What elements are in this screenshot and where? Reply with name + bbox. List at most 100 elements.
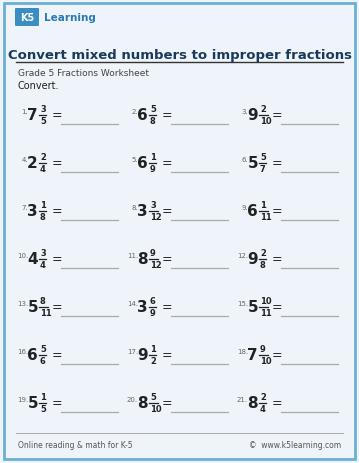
Text: ©  www.k5learning.com: © www.k5learning.com	[249, 441, 341, 450]
Text: 3: 3	[150, 201, 156, 210]
Text: =: =	[162, 157, 173, 170]
Text: 7.: 7.	[21, 205, 28, 211]
Text: 8: 8	[137, 252, 148, 267]
Text: Learning: Learning	[44, 13, 96, 23]
Text: 8: 8	[40, 213, 46, 222]
Text: 1: 1	[260, 201, 266, 210]
Text: 11.: 11.	[127, 252, 138, 258]
Text: 16.: 16.	[17, 348, 28, 354]
Text: 7: 7	[27, 108, 38, 123]
Text: =: =	[272, 109, 283, 122]
Text: 2: 2	[260, 105, 266, 114]
Text: =: =	[52, 205, 62, 218]
Text: 5: 5	[27, 396, 38, 411]
Text: 3: 3	[40, 249, 46, 258]
Text: =: =	[272, 301, 283, 314]
Text: 5: 5	[260, 153, 266, 162]
Text: =: =	[272, 157, 283, 170]
Text: 1.: 1.	[21, 109, 28, 115]
Text: 3: 3	[137, 300, 148, 315]
Text: 15.: 15.	[237, 300, 248, 307]
Text: 6: 6	[150, 297, 156, 306]
Text: 11: 11	[260, 213, 272, 222]
Text: 6: 6	[40, 357, 46, 366]
Text: 5: 5	[27, 300, 38, 315]
Text: 3.: 3.	[241, 109, 248, 115]
Text: =: =	[162, 253, 173, 266]
Text: 10: 10	[260, 357, 272, 366]
Text: =: =	[272, 397, 283, 410]
Text: =: =	[52, 157, 62, 170]
Text: =: =	[52, 301, 62, 314]
Text: 9.: 9.	[241, 205, 248, 211]
Text: 10: 10	[260, 117, 272, 126]
Text: 6.: 6.	[241, 156, 248, 163]
Text: Online reading & math for K-5: Online reading & math for K-5	[18, 441, 132, 450]
Text: 1: 1	[40, 201, 46, 210]
Text: 9: 9	[150, 309, 156, 318]
Text: 13.: 13.	[17, 300, 28, 307]
Text: 2: 2	[150, 357, 156, 366]
Text: 4: 4	[260, 405, 266, 413]
Text: 20.: 20.	[127, 396, 138, 402]
Text: Convert.: Convert.	[18, 81, 60, 91]
Text: 6: 6	[27, 348, 38, 363]
Text: Convert mixed numbers to improper fractions: Convert mixed numbers to improper fracti…	[8, 50, 351, 63]
Text: 18.: 18.	[237, 348, 248, 354]
Text: =: =	[162, 397, 173, 410]
Text: 4: 4	[27, 252, 38, 267]
Text: 12: 12	[150, 261, 162, 270]
FancyBboxPatch shape	[15, 9, 39, 27]
Text: 8: 8	[260, 261, 266, 270]
Text: 12.: 12.	[237, 252, 248, 258]
Text: 5: 5	[150, 105, 156, 114]
Text: K5: K5	[20, 13, 34, 23]
Text: 7: 7	[247, 348, 258, 363]
Text: 10.: 10.	[17, 252, 28, 258]
Text: 2: 2	[260, 393, 266, 401]
Text: 3: 3	[137, 204, 148, 219]
Text: 7: 7	[260, 165, 266, 174]
Text: =: =	[272, 253, 283, 266]
Text: =: =	[162, 349, 173, 362]
Text: 6: 6	[247, 204, 258, 219]
Text: 11: 11	[40, 309, 52, 318]
Text: Grade 5 Fractions Worksheet: Grade 5 Fractions Worksheet	[18, 69, 149, 77]
Text: 12: 12	[150, 213, 162, 222]
Text: 5.: 5.	[131, 156, 138, 163]
Text: 5: 5	[150, 393, 156, 401]
Text: 10: 10	[260, 297, 272, 306]
Text: 1: 1	[150, 153, 156, 162]
Text: =: =	[162, 109, 173, 122]
Text: 9: 9	[247, 252, 258, 267]
Text: 9: 9	[150, 249, 156, 258]
Text: 8.: 8.	[131, 205, 138, 211]
Text: 6: 6	[137, 156, 148, 171]
Text: 11: 11	[260, 309, 272, 318]
Text: 19.: 19.	[17, 396, 28, 402]
Text: 9: 9	[150, 165, 156, 174]
Text: 1: 1	[40, 393, 46, 401]
Text: 3: 3	[40, 105, 46, 114]
Text: =: =	[52, 109, 62, 122]
Text: 2: 2	[40, 153, 46, 162]
Text: 2.: 2.	[131, 109, 138, 115]
Text: 4: 4	[40, 261, 46, 270]
FancyBboxPatch shape	[4, 4, 355, 459]
Text: 5: 5	[40, 345, 46, 354]
Text: 8: 8	[137, 396, 148, 411]
Text: 8: 8	[150, 117, 156, 126]
Text: 10: 10	[150, 405, 162, 413]
Text: 5: 5	[40, 405, 46, 413]
Text: =: =	[272, 205, 283, 218]
Text: 9: 9	[247, 108, 258, 123]
Text: =: =	[162, 205, 173, 218]
Text: =: =	[272, 349, 283, 362]
Text: 14.: 14.	[127, 300, 138, 307]
Text: 1: 1	[150, 345, 156, 354]
Text: =: =	[162, 301, 173, 314]
Text: 9: 9	[260, 345, 266, 354]
Text: 2: 2	[260, 249, 266, 258]
Text: =: =	[52, 349, 62, 362]
Text: 5: 5	[247, 300, 258, 315]
